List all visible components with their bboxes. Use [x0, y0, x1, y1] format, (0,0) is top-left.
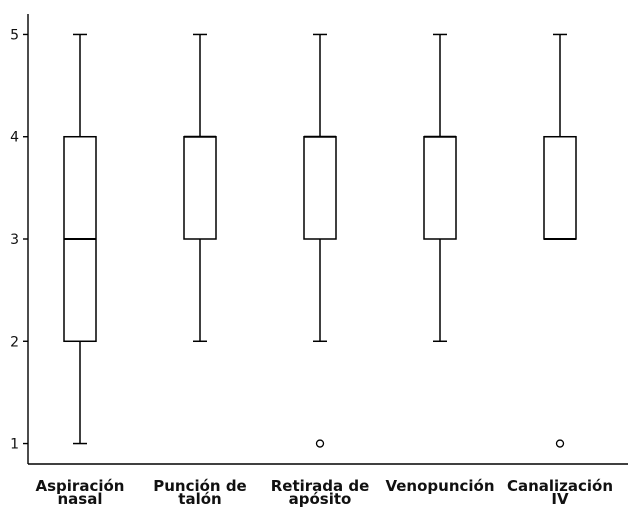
boxes [63, 33, 577, 448]
x-category-label: Canalización IV [507, 477, 613, 508]
x-category-label: Punción de talón [153, 477, 247, 508]
box-group [423, 33, 457, 343]
box-iqr [303, 135, 337, 240]
box-iqr [183, 135, 217, 240]
x-category-label-line: Retirada de [271, 477, 370, 495]
x-category-label-line: Aspiración [36, 477, 125, 495]
x-axis-labels: Aspiración nasal Punción de talón Retirada d… [36, 477, 614, 508]
x-category-label: Aspiración nasal [36, 477, 125, 508]
x-category-label-line: Venopunción [385, 477, 494, 495]
x-category-label: Venopunción [385, 477, 494, 495]
box-iqr [543, 135, 577, 240]
x-category-label-line: talón [178, 490, 221, 508]
y-tick-label: 1 [10, 437, 19, 453]
x-category-label-line: apósito [289, 490, 352, 508]
y-tick-label: 2 [10, 334, 19, 350]
x-category-label-line: Punción de [153, 477, 247, 495]
box-group [543, 33, 577, 448]
outlier-point [555, 439, 565, 448]
y-tick-label: 3 [10, 232, 19, 248]
box-group [183, 33, 217, 343]
y-tick-label: 4 [10, 130, 19, 146]
y-tick-label: 5 [10, 27, 19, 43]
x-category-label-line: IV [551, 490, 569, 508]
box-group [63, 33, 97, 445]
x-category-label-line: Canalización [507, 477, 613, 495]
box-iqr [423, 135, 457, 240]
x-category-label-line: nasal [58, 490, 103, 508]
y-axis-ticks: 1 2 3 4 5 [10, 27, 28, 453]
outlier-point [315, 439, 325, 448]
x-category-label: Retirada de apósito [271, 477, 370, 508]
box-group [303, 33, 337, 448]
